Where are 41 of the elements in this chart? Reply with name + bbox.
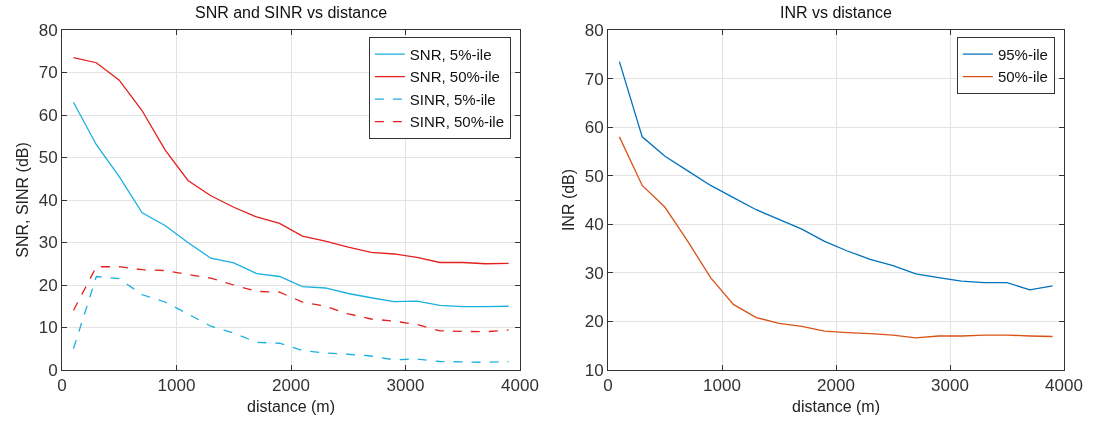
x-axis-title: distance (m) <box>246 398 336 416</box>
y-tick-label: 60 <box>584 118 604 138</box>
x-tick-label: 3000 <box>386 376 425 396</box>
line-series <box>618 136 1054 339</box>
x-axis-title: distance (m) <box>791 398 881 416</box>
legend-label: 95%-ile <box>997 45 1048 63</box>
y-axis-title: SNR, SINR (dB) <box>13 142 31 258</box>
legend-label: 50%-ile <box>997 68 1048 86</box>
chart-title: INR vs distance <box>779 3 893 21</box>
y-tick-label: 70 <box>584 69 604 89</box>
x-tick-label: 1000 <box>703 376 741 396</box>
x-tick-label: 4000 <box>1045 376 1083 396</box>
legend-label: SINR, 5%-ile <box>409 90 496 108</box>
line-series <box>618 60 1054 291</box>
x-tick-label: 4000 <box>501 376 539 396</box>
line-series <box>72 275 510 363</box>
x-tick-label: 2000 <box>272 376 310 396</box>
legend-label: SINR, 50%-ile <box>409 113 505 131</box>
line-series <box>72 266 510 333</box>
y-tick-label: 20 <box>38 275 58 295</box>
y-tick-label: 80 <box>584 20 604 40</box>
y-tick-label: 50 <box>584 166 604 186</box>
y-tick-label: 10 <box>38 318 58 338</box>
y-axis-title: INR (dB) <box>559 168 577 232</box>
y-tick-label: 30 <box>38 233 58 253</box>
legend-label: SNR, 50%-ile <box>409 68 500 86</box>
chart-title: SNR and SINR vs distance <box>194 3 388 21</box>
y-tick-label: 80 <box>38 20 58 40</box>
y-tick-label: 60 <box>38 105 58 125</box>
y-tick-label: 10 <box>584 360 604 380</box>
y-tick-label: 50 <box>38 148 58 168</box>
y-tick-label: 0 <box>48 360 58 380</box>
x-tick-label: 3000 <box>931 376 969 396</box>
y-tick-label: 30 <box>584 263 604 283</box>
y-tick-label: 70 <box>38 63 58 83</box>
y-tick-label: 40 <box>38 190 58 210</box>
y-tick-label: 20 <box>584 312 604 332</box>
y-tick-label: 40 <box>584 215 604 235</box>
x-tick-label: 1000 <box>157 376 196 396</box>
x-tick-label: 2000 <box>817 376 855 396</box>
legend-label: SNR, 5%-ile <box>409 45 492 63</box>
